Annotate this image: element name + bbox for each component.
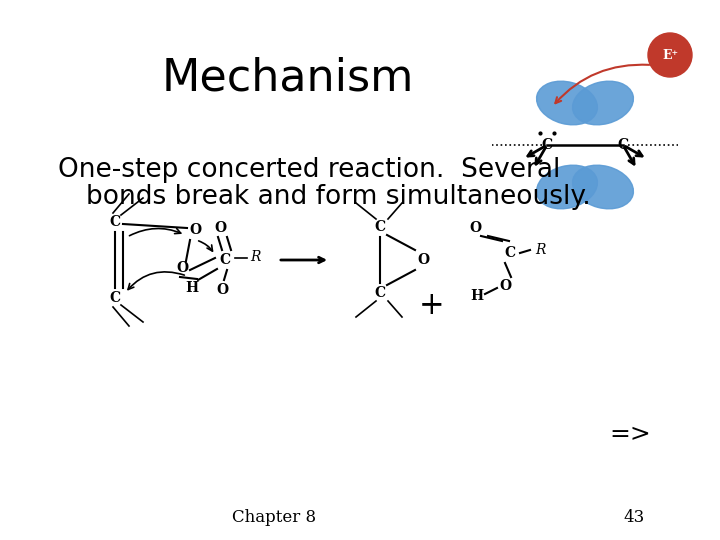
Text: O: O [417,253,429,267]
Text: E⁺: E⁺ [662,49,678,62]
Text: +: + [419,289,445,321]
Ellipse shape [572,165,634,209]
Ellipse shape [536,165,598,209]
Text: C: C [220,253,230,267]
Text: O: O [216,283,228,297]
Text: Chapter 8: Chapter 8 [232,510,315,526]
Text: O: O [176,261,188,275]
Text: C: C [618,138,629,152]
Text: One-step concerted reaction.  Several: One-step concerted reaction. Several [58,157,560,183]
Text: H: H [186,281,199,295]
Text: O: O [214,221,226,235]
Text: C: C [374,286,386,300]
Text: O: O [189,223,201,237]
Text: Mechanism: Mechanism [162,57,414,100]
Text: C: C [374,220,386,234]
Text: C: C [541,138,552,152]
Text: bonds break and form simultaneously.: bonds break and form simultaneously. [86,184,591,210]
Text: C: C [505,246,516,260]
Text: =>: => [609,423,651,446]
Circle shape [648,33,692,77]
Text: C: C [109,215,120,229]
Text: 43: 43 [623,510,644,526]
Ellipse shape [572,81,634,125]
Text: C: C [109,291,120,305]
Ellipse shape [536,81,598,125]
Text: H: H [470,289,484,303]
Text: R: R [250,250,260,264]
Text: O: O [469,221,481,235]
Text: O: O [499,279,511,293]
Text: R: R [535,243,545,257]
